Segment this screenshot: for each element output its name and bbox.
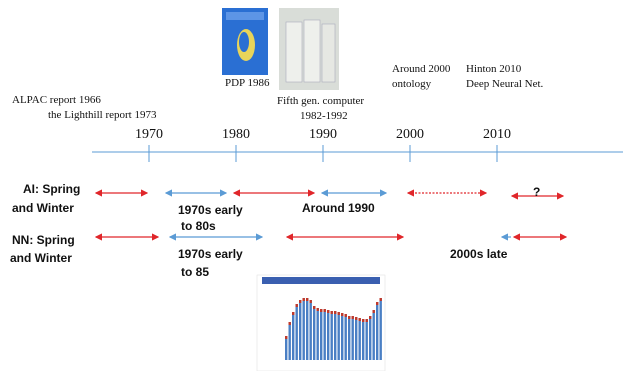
photo-bar-top bbox=[373, 310, 375, 313]
period-note: ? bbox=[533, 185, 540, 199]
photo-bar bbox=[359, 318, 361, 360]
photo-bar bbox=[369, 316, 371, 360]
year-label: 2010 bbox=[483, 127, 511, 142]
photo-bar bbox=[355, 317, 357, 360]
photo-bar-top bbox=[341, 313, 343, 316]
membership-chart-image bbox=[257, 275, 385, 371]
photo-bar-top bbox=[355, 317, 357, 320]
photo-bar-top bbox=[345, 314, 347, 317]
photo-bar bbox=[331, 311, 333, 360]
photo-bar bbox=[289, 322, 291, 360]
photo-bar bbox=[296, 304, 298, 360]
photo-bar-top bbox=[380, 298, 382, 301]
photo-bar-top bbox=[324, 309, 326, 312]
photo-bar-top bbox=[376, 302, 378, 305]
photo-bar bbox=[352, 316, 354, 360]
photo-bar-top bbox=[366, 319, 368, 322]
photo-bar bbox=[373, 310, 375, 360]
photo-bar bbox=[376, 302, 378, 360]
event: ontology bbox=[392, 78, 432, 90]
photo-bar bbox=[299, 300, 301, 360]
year-label: 1980 bbox=[222, 127, 250, 142]
photo-bar bbox=[341, 313, 343, 360]
period-note: to 85 bbox=[181, 265, 209, 279]
photo-bar-top bbox=[310, 300, 312, 303]
year-label: 2000 bbox=[396, 127, 424, 142]
photo-bar bbox=[313, 306, 315, 360]
event: ALPAC report 1966 bbox=[12, 94, 101, 106]
photo-bar-top bbox=[285, 336, 287, 339]
photo-bar bbox=[306, 298, 308, 360]
photo-bar bbox=[324, 309, 326, 360]
photo-bar-top bbox=[362, 319, 364, 322]
axis-ticks bbox=[149, 145, 497, 162]
row-label: and Winter bbox=[10, 251, 72, 265]
photo-bar-top bbox=[289, 322, 291, 325]
photo-bar-top bbox=[331, 311, 333, 314]
photo-bar-top bbox=[327, 310, 329, 313]
year-label: 1990 bbox=[309, 127, 337, 142]
event: Deep Neural Net. bbox=[466, 78, 544, 90]
period-note: 1970s early bbox=[178, 203, 243, 217]
photo-bar-top bbox=[296, 304, 298, 307]
computer-photo bbox=[279, 8, 339, 90]
photo-bar-top bbox=[317, 308, 319, 311]
photo-bar bbox=[345, 314, 347, 360]
photo-bar bbox=[362, 319, 364, 360]
photo-bar-top bbox=[352, 316, 354, 319]
photo-bar bbox=[366, 319, 368, 360]
photo-bar-top bbox=[306, 298, 308, 301]
photo-bar-top bbox=[313, 306, 315, 309]
photo-bar-top bbox=[369, 316, 371, 319]
photo-bar bbox=[285, 336, 287, 360]
ai-arrows bbox=[96, 193, 563, 196]
photo-bar bbox=[303, 298, 305, 360]
photo-bar bbox=[338, 312, 340, 360]
row-label: AI: Spring bbox=[23, 182, 80, 196]
photo-bar-top bbox=[348, 316, 350, 319]
event: Fifth gen. computer bbox=[277, 95, 364, 107]
photo-bar bbox=[292, 312, 294, 360]
event: 1982-1992 bbox=[300, 110, 348, 122]
pdp-book-image bbox=[222, 8, 268, 75]
photo-bar bbox=[327, 310, 329, 360]
year-label: 1970 bbox=[135, 127, 163, 142]
photo-bar bbox=[348, 316, 350, 360]
photo-bar bbox=[317, 308, 319, 360]
photo-bar-top bbox=[320, 309, 322, 312]
period-note: 2000s late bbox=[450, 247, 508, 261]
period-note: Around 1990 bbox=[302, 201, 375, 215]
row-label: and Winter bbox=[12, 201, 74, 215]
row-label: NN: Spring bbox=[12, 233, 75, 247]
period-note: 1970s early bbox=[178, 247, 243, 261]
photo-bar-top bbox=[359, 318, 361, 321]
photo-bar bbox=[380, 298, 382, 360]
event: Hinton 2010 bbox=[466, 63, 522, 75]
period-note: to 80s bbox=[181, 219, 216, 233]
event: the Lighthill report 1973 bbox=[48, 109, 157, 121]
event: PDP 1986 bbox=[225, 77, 270, 89]
photo-bar-top bbox=[334, 311, 336, 314]
photo-bar bbox=[320, 309, 322, 360]
photo-bar-top bbox=[338, 312, 340, 315]
photo-bar-top bbox=[303, 298, 305, 301]
photo-bar-top bbox=[292, 312, 294, 315]
event: Around 2000 bbox=[392, 63, 451, 75]
photo-bar bbox=[310, 300, 312, 360]
photo-bar-top bbox=[299, 300, 301, 303]
slide: 1970 1980 1990 2000 2010 ALPAC report 19… bbox=[0, 0, 623, 371]
photo-bar bbox=[334, 311, 336, 360]
